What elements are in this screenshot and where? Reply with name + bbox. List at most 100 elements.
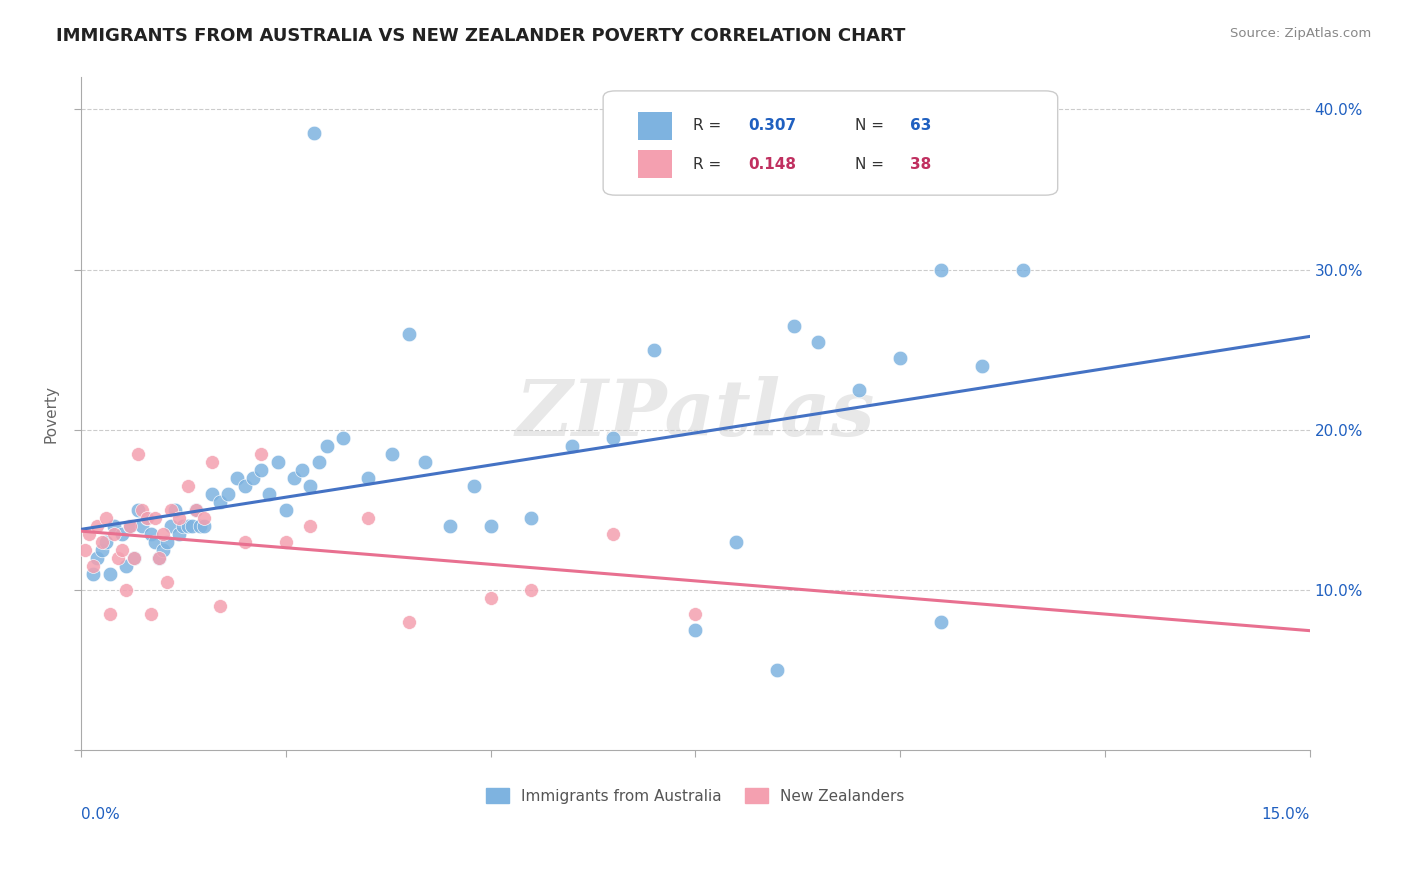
Text: 15.0%: 15.0% (1261, 807, 1309, 822)
Point (259, 487, 281, 501)
Point (172, 519, 194, 533)
Point (308, 455, 330, 469)
Point (250, 447, 273, 461)
Point (304, 127, 326, 141)
Text: Source: ZipAtlas.com: Source: ZipAtlas.com (1230, 27, 1371, 40)
Point (929, 262, 952, 277)
Point (184, 503, 207, 517)
Point (398, 326, 420, 341)
Point (233, 479, 256, 493)
Point (381, 447, 404, 461)
Point (143, 535, 166, 549)
Point (299, 519, 322, 533)
Text: IMMIGRANTS FROM AUSTRALIA VS NEW ZEALANDER POVERTY CORRELATION CHART: IMMIGRANTS FROM AUSTRALIA VS NEW ZEALAND… (56, 27, 905, 45)
Point (225, 471, 247, 485)
Point (299, 479, 322, 493)
Point (479, 519, 502, 533)
Point (152, 542, 174, 557)
Point (807, 334, 830, 349)
Point (148, 550, 170, 565)
Point (115, 582, 138, 597)
Point (848, 383, 870, 397)
Point (94, 511, 117, 525)
Point (135, 511, 157, 525)
Point (184, 503, 207, 517)
Point (77, 527, 100, 541)
Text: R =: R = (693, 157, 725, 172)
Point (274, 535, 297, 549)
Legend: Immigrants from Australia, New Zealanders: Immigrants from Australia, New Zealander… (479, 781, 911, 810)
Point (122, 550, 145, 565)
Point (111, 542, 134, 557)
Point (357, 471, 380, 485)
Point (120, 519, 142, 533)
Point (90, 535, 112, 549)
Text: R =: R = (693, 119, 725, 134)
Point (169, 527, 191, 541)
Bar (637, 112, 672, 140)
Point (131, 503, 153, 517)
Point (176, 519, 198, 533)
Point (643, 343, 665, 357)
Point (217, 487, 239, 501)
Point (131, 519, 153, 533)
Point (169, 511, 191, 525)
Point (107, 550, 129, 565)
Point (111, 527, 134, 541)
Point (315, 439, 337, 453)
Point (602, 431, 624, 445)
Point (970, 359, 993, 373)
Point (463, 479, 485, 493)
Point (250, 463, 273, 477)
Text: ZIPatlas: ZIPatlas (516, 376, 875, 452)
Point (233, 535, 256, 549)
Point (139, 527, 162, 541)
Point (160, 519, 183, 533)
Point (156, 535, 179, 549)
Point (98, 607, 121, 621)
Point (86, 519, 108, 533)
Text: 0.307: 0.307 (748, 119, 796, 134)
Point (86, 550, 108, 565)
Point (479, 591, 502, 605)
Point (180, 519, 202, 533)
Text: 0.148: 0.148 (748, 157, 796, 172)
Point (929, 615, 952, 629)
Point (266, 455, 288, 469)
Y-axis label: Poverty: Poverty (44, 384, 58, 442)
Point (165, 503, 187, 517)
Point (127, 447, 149, 461)
Point (398, 615, 420, 629)
Point (90, 542, 112, 557)
Point (209, 495, 232, 509)
Point (889, 351, 911, 365)
Point (283, 471, 305, 485)
Point (242, 471, 264, 485)
Point (782, 318, 804, 333)
Point (103, 527, 125, 541)
Point (561, 439, 583, 453)
Text: N =: N = (855, 157, 889, 172)
Point (201, 455, 224, 469)
Point (357, 511, 380, 525)
Point (148, 550, 170, 565)
Point (274, 503, 297, 517)
Point (122, 550, 145, 565)
FancyBboxPatch shape (603, 91, 1057, 195)
Point (332, 431, 354, 445)
Point (152, 527, 174, 541)
Bar (637, 150, 672, 178)
Point (193, 511, 215, 525)
Point (685, 607, 707, 621)
Point (209, 599, 232, 613)
Point (685, 623, 707, 637)
Point (98, 566, 121, 581)
Point (103, 519, 125, 533)
Point (139, 607, 162, 621)
Point (127, 503, 149, 517)
Point (193, 519, 215, 533)
Point (188, 519, 211, 533)
Point (766, 663, 789, 677)
Point (156, 574, 179, 589)
Text: 0.0%: 0.0% (82, 807, 120, 822)
